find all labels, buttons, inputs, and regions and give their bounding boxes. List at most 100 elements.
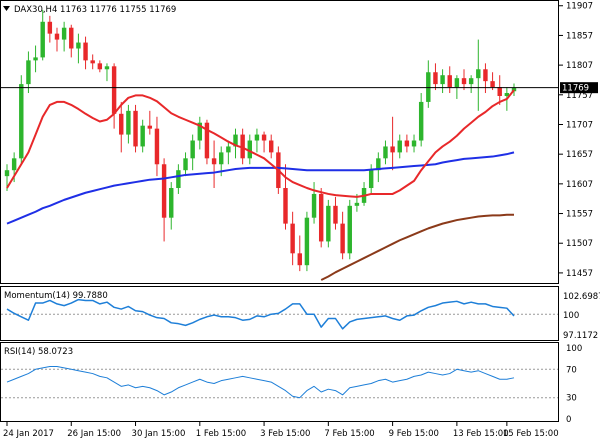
candle-down	[261, 134, 267, 141]
candle-down	[119, 113, 124, 135]
price-title: DAX30,H4 11763 11776 11755 11769	[14, 5, 176, 15]
price-tick-label: 11607	[566, 180, 593, 190]
price-candles	[4, 9, 517, 272]
candle-up	[40, 21, 45, 58]
candle-up	[468, 78, 474, 85]
candle-up	[254, 134, 260, 141]
candle-down	[133, 110, 138, 147]
moving-averages	[6, 89, 515, 281]
candle-down	[111, 66, 117, 114]
momentum-tick-low: 97.1172	[563, 331, 598, 341]
candle-up	[476, 69, 481, 79]
candle-up	[233, 134, 238, 147]
time-tick-label: 1 Feb 15:00	[196, 429, 246, 439]
candle-up	[126, 110, 131, 135]
candle-up	[311, 193, 317, 218]
price-tick-label: 11507	[566, 239, 593, 249]
candle-down	[490, 81, 495, 88]
candle-down	[47, 21, 53, 34]
candle-down	[268, 140, 274, 153]
candle-up	[4, 170, 10, 177]
candle-down	[69, 27, 74, 49]
candle-down	[97, 63, 103, 70]
candle-up	[247, 140, 253, 159]
candle-up	[76, 42, 81, 49]
candle-down	[461, 78, 467, 85]
rsi-panel-frame	[0, 342, 559, 422]
price-tick-label: 11557	[566, 210, 593, 220]
candle-up	[140, 125, 145, 147]
triangle-down-icon[interactable]	[3, 6, 10, 11]
candle-down	[90, 60, 95, 64]
candle-up	[11, 158, 17, 171]
time-tick-label: 13 Feb 15:00	[453, 429, 509, 439]
candle-down	[333, 205, 338, 224]
candle-up	[197, 122, 203, 141]
price-axis: 11907 11857 11807 11757 11707 11657 11607 11557…	[1, 2, 593, 279]
rsi-tick-label: 70	[566, 365, 577, 375]
candle-up	[354, 202, 360, 206]
candle-down	[147, 125, 153, 129]
rsi-tick-label: 100	[566, 344, 582, 354]
time-tick-label: 9 Feb 15:00	[389, 429, 439, 439]
candle-up	[411, 140, 417, 147]
candle-down	[204, 122, 210, 159]
momentum-title: Momentum(14) 99.7880	[4, 291, 108, 301]
time-tick-label: 24 Jan 2017	[3, 429, 54, 439]
momentum-line	[6, 298, 515, 330]
momentum-layer	[1, 298, 558, 330]
candle-up	[426, 72, 431, 102]
candle-up	[418, 101, 424, 141]
svg-text:11769: 11769	[562, 84, 589, 94]
price-tick-label: 11907	[566, 2, 593, 12]
candle-down	[433, 72, 438, 85]
sma-slow-line	[320, 213, 514, 281]
candle-up	[33, 57, 38, 61]
candle-up	[397, 140, 402, 153]
time-axis: 24 Jan 2017 26 Jan 15:00 30 Jan 15:00 1 Feb…	[3, 422, 559, 439]
candle-up	[440, 75, 445, 85]
candle-up	[347, 205, 352, 254]
time-tick-label: 3 Feb 15:00	[260, 429, 310, 439]
candle-down	[283, 188, 288, 224]
candle-down	[297, 253, 302, 266]
candle-up	[376, 158, 381, 171]
momentum-tick-high: 102.6987	[563, 292, 600, 302]
candle-down	[497, 87, 502, 96]
candle-down	[404, 140, 410, 147]
candle-down	[211, 158, 217, 165]
candle-down	[290, 223, 295, 254]
price-tick-label: 11857	[566, 31, 593, 41]
rsi-tick-label: 0	[566, 415, 571, 425]
price-tick-label: 11807	[566, 61, 593, 71]
candle-up	[61, 27, 67, 40]
time-tick-label: 7 Feb 15:00	[324, 429, 374, 439]
candle-up	[383, 146, 388, 159]
time-tick-label: 26 Jan 15:00	[67, 429, 121, 439]
candle-up	[169, 188, 174, 218]
candle-down	[161, 164, 167, 218]
candle-down	[154, 128, 160, 165]
candle-down	[447, 75, 452, 88]
candle-up	[104, 66, 110, 70]
candle-up	[454, 78, 460, 88]
candle-up	[19, 84, 24, 159]
candle-up	[26, 60, 31, 85]
price-tick-label: 11757	[566, 91, 593, 101]
candle-up	[190, 140, 195, 159]
candle-down	[483, 69, 488, 82]
price-tick-label: 11707	[566, 120, 593, 130]
momentum-tick-mid: 100	[563, 311, 579, 321]
candle-up	[219, 152, 224, 165]
sma-fast-line	[6, 89, 515, 198]
candle-down	[340, 223, 345, 254]
price-tick-label: 11457	[566, 269, 593, 279]
price-tick-label: 11657	[566, 150, 593, 160]
current-price-tag: 11769	[560, 82, 598, 94]
candle-up	[368, 170, 374, 189]
time-tick-label: 30 Jan 15:00	[132, 429, 186, 439]
candle-down	[318, 193, 324, 242]
candle-up	[504, 93, 510, 96]
time-tick-label: 15 Feb 15:00	[503, 429, 559, 439]
rsi-line	[6, 365, 515, 399]
